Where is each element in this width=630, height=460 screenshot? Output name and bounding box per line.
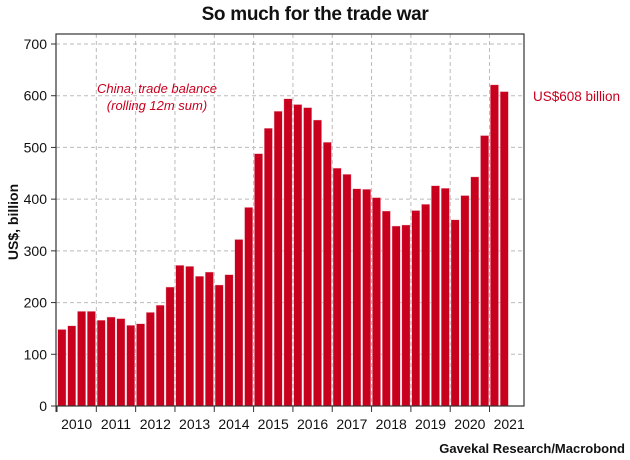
bar-2016Q1 <box>293 104 303 407</box>
y-axis-label: US$, billion <box>5 184 21 260</box>
bar-2011Q4 <box>126 325 136 407</box>
bar-2019Q1 <box>411 210 421 407</box>
bar-2010Q2 <box>67 325 77 407</box>
bar-2014Q3 <box>234 239 244 407</box>
x-tick-label: 2011 <box>101 416 131 432</box>
bar-2021Q2 <box>499 91 509 407</box>
bar-2018Q3 <box>391 225 401 407</box>
series-label-line2: (rolling 12m sum) <box>107 98 207 113</box>
bar-2013Q2 <box>185 266 195 407</box>
y-tick-label: 500 <box>24 139 48 155</box>
x-tick-label: 2014 <box>218 416 249 432</box>
bar-2013Q4 <box>205 271 214 407</box>
bar-2016Q3 <box>313 119 322 407</box>
bar-2020Q2 <box>460 195 470 407</box>
bar-2017Q2 <box>342 174 352 407</box>
bar-2019Q2 <box>421 204 430 407</box>
bar-2020Q1 <box>450 219 460 407</box>
bar-2019Q3 <box>431 185 440 407</box>
bar-2011Q3 <box>116 318 126 407</box>
bar-2010Q4 <box>87 311 96 407</box>
y-tick-label: 300 <box>24 243 48 259</box>
y-tick-label: 200 <box>24 295 48 311</box>
bar-2013Q3 <box>195 275 204 407</box>
x-tick-label: 2017 <box>336 416 367 432</box>
bar-2018Q2 <box>381 210 391 407</box>
x-axis: 2010 2011 2012 2013 2014 2015 2016 2017 2018 2019… <box>55 406 525 432</box>
x-tick-label: 2019 <box>415 416 446 432</box>
bar-2011Q1 <box>96 319 106 407</box>
x-tick-label: 2018 <box>376 416 407 432</box>
series-label-line1: China, trade balance <box>97 81 217 96</box>
plot-frame <box>55 33 525 407</box>
bar-2011Q2 <box>106 316 116 407</box>
y-tick-label: 0 <box>39 398 47 414</box>
bar-2014Q1 <box>214 284 224 407</box>
y-tick-label: 400 <box>24 191 48 207</box>
bar-2015Q4 <box>283 98 293 407</box>
bar-2010Q3 <box>77 311 86 407</box>
bar-2012Q4 <box>165 286 175 407</box>
bar-2019Q4 <box>440 188 450 407</box>
x-tick-label: 2015 <box>258 416 289 432</box>
bar-2018Q1 <box>372 197 381 407</box>
bar-2014Q2 <box>224 274 234 407</box>
x-tick-label: 2013 <box>179 416 210 432</box>
value-callout: US$608 billion <box>533 89 620 104</box>
bar-2017Q3 <box>352 188 362 407</box>
x-tick-label: 2012 <box>140 416 171 432</box>
bar-2014Q4 <box>244 207 254 407</box>
bar-2020Q4 <box>480 135 489 407</box>
source-credit: Gavekal Research/Macrobond <box>439 441 625 456</box>
bar-2013Q1 <box>175 265 185 407</box>
bar-2016Q2 <box>303 107 312 407</box>
bar-2012Q2 <box>146 312 155 407</box>
bar-2017Q1 <box>332 167 342 407</box>
y-tick-label: 700 <box>24 36 48 52</box>
bar-2016Q4 <box>323 142 332 407</box>
x-tick-label: 2020 <box>454 416 485 432</box>
x-tick-label: 2010 <box>61 416 92 432</box>
y-tick-label: 600 <box>24 88 48 104</box>
bar-2010Q1 <box>57 329 67 407</box>
x-tick-label: 2021 <box>494 416 525 432</box>
x-tick-label: 2016 <box>297 416 328 432</box>
y-axis: 0 100 200 300 400 500 600 700 <box>24 36 56 414</box>
y-tick-label: 100 <box>24 346 48 362</box>
chart-title: So much for the trade war <box>201 4 429 25</box>
bar-2018Q4 <box>401 224 411 407</box>
bar-2012Q3 <box>155 304 165 407</box>
bar-2012Q1 <box>136 323 145 407</box>
bar-2015Q3 <box>273 111 283 407</box>
bars <box>57 84 509 407</box>
bar-2017Q4 <box>362 189 371 407</box>
bar-2015Q2 <box>264 128 273 407</box>
bar-2020Q3 <box>470 176 480 407</box>
bar-2015Q1 <box>254 153 263 407</box>
bar-2021Q1 <box>490 84 499 407</box>
